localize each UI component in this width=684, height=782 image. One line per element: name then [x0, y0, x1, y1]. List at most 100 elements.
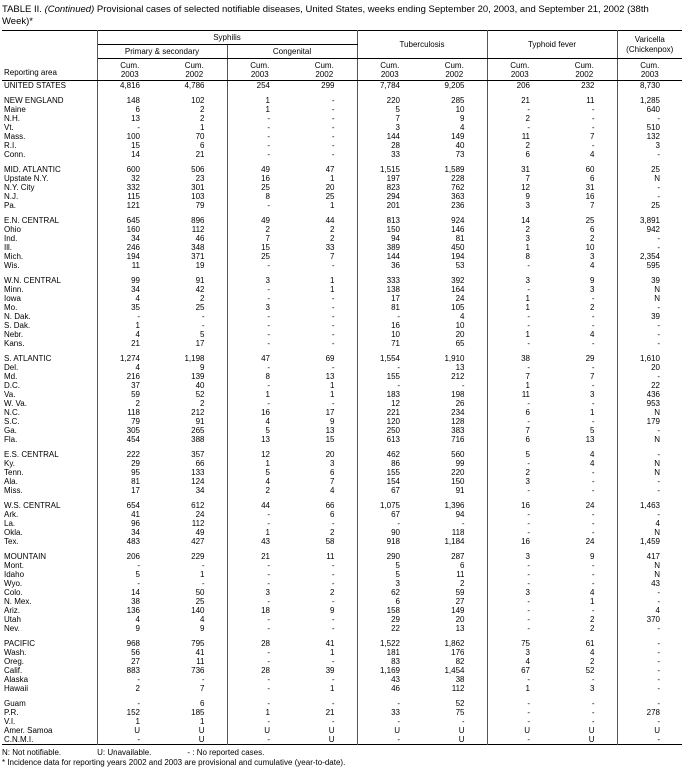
- value-cell: 4: [422, 123, 488, 132]
- value-cell: 3: [525, 552, 530, 561]
- value-cell: 6: [135, 105, 140, 114]
- syphilis-group-header: Syphilis: [97, 30, 358, 45]
- value-cell: 600: [126, 165, 140, 174]
- value-cell: 3: [265, 276, 270, 285]
- value-cell: 229: [162, 552, 228, 561]
- value-cell: 118: [422, 528, 488, 537]
- value-cell: 60: [552, 165, 618, 174]
- value-cell: 294: [386, 192, 400, 201]
- spacer-cell: [292, 348, 358, 354]
- value-cell: -: [162, 579, 228, 588]
- value-cell: -: [292, 675, 358, 684]
- spacer-cell: [292, 90, 358, 96]
- table-row: Nebr. 4 5 - - 10 20 1 4 -: [2, 330, 682, 339]
- value-cell: -: [267, 597, 270, 606]
- value-cell: 1: [525, 684, 530, 693]
- value-cell: 613: [386, 435, 400, 444]
- value-cell: -: [292, 321, 358, 330]
- value-cell: 105: [422, 303, 488, 312]
- spacer-cell: [422, 444, 488, 450]
- table-row: Colo. 14 50 3 2 62 59 3 4 -: [2, 588, 682, 597]
- value-cell: 67: [391, 486, 400, 495]
- value-cell: 2: [162, 105, 228, 114]
- table-row: Guam - 6 - - - 52 - - -: [2, 699, 682, 708]
- value-cell: 8: [265, 372, 270, 381]
- value-cell: -: [292, 717, 358, 726]
- value-cell: 81: [131, 477, 140, 486]
- value-cell: 1: [265, 96, 270, 105]
- value-cell: -: [267, 579, 270, 588]
- value-cell: 11: [292, 552, 358, 561]
- value-cell: -: [397, 735, 400, 744]
- value-cell: -: [137, 561, 140, 570]
- value-cell: 164: [422, 285, 488, 294]
- table-row: MOUNTAIN 206 229 21 11 290 287 3 9 417: [2, 552, 682, 561]
- value-cell: -: [292, 261, 358, 270]
- reporting-area-cell: Ind.: [2, 234, 98, 243]
- reporting-area-cell: Ariz.: [2, 606, 98, 615]
- value-cell: 94: [422, 510, 488, 519]
- cum-year-header: Cum. 2002: [552, 58, 618, 81]
- value-cell: 100: [126, 132, 140, 141]
- value-cell: 152: [126, 708, 140, 717]
- value-cell: -: [527, 261, 530, 270]
- cum-year-header: Cum. 2003: [227, 58, 292, 81]
- value-cell: 4: [552, 588, 618, 597]
- value-cell: -: [292, 399, 358, 408]
- value-cell: -: [527, 417, 530, 426]
- value-cell: 4,816: [119, 81, 140, 90]
- value-cell: 1,910: [422, 354, 488, 363]
- table-row: V.I. 1 1 - - - - - - -: [2, 717, 682, 726]
- value-cell: -: [657, 657, 660, 666]
- value-cell: U: [292, 735, 358, 745]
- value-cell: -: [292, 339, 358, 348]
- value-cell: 1: [292, 648, 358, 657]
- value-cell: 9: [162, 363, 228, 372]
- spacer-cell: [162, 444, 228, 450]
- value-cell: 1: [292, 381, 358, 390]
- value-cell: 138: [386, 285, 400, 294]
- table-row: Del. 4 9 - - - 13 - - 20: [2, 363, 682, 372]
- table-row: Ind. 34 46 7 2 94 81 3 2 -: [2, 234, 682, 243]
- value-cell: -: [527, 363, 530, 372]
- spacer-cell: [2, 444, 98, 450]
- value-cell: 6: [552, 174, 618, 183]
- value-cell: 2: [552, 303, 618, 312]
- reporting-area-cell: Idaho: [2, 570, 98, 579]
- spacer-cell: [2, 348, 98, 354]
- value-cell: 27: [131, 657, 140, 666]
- value-cell: 47: [261, 354, 270, 363]
- reporting-area-cell: Minn.: [2, 285, 98, 294]
- value-cell: 1,554: [379, 354, 400, 363]
- value-cell: 14: [131, 150, 140, 159]
- value-cell: U: [134, 726, 140, 735]
- value-cell: 194: [126, 252, 140, 261]
- table-footnotes: N: Not notifiable. U: Unavailable. - : No …: [2, 748, 682, 768]
- value-cell: 71: [391, 339, 400, 348]
- value-cell: 5: [395, 561, 400, 570]
- table-row: Ill. 246 348 15 33 389 450 1 10 -: [2, 243, 682, 252]
- value-cell: -: [552, 417, 618, 426]
- value-cell: 299: [292, 80, 358, 90]
- value-cell: 149: [422, 132, 488, 141]
- value-cell: 86: [391, 459, 400, 468]
- table-row: P.R. 152 185 1 21 33 75 - - 278: [2, 708, 682, 717]
- value-cell: 2: [292, 528, 358, 537]
- value-cell: 12: [391, 399, 400, 408]
- value-cell: 953: [646, 399, 660, 408]
- reporting-area-cell: Calif.: [2, 666, 98, 675]
- reporting-area-cell: Va.: [2, 390, 98, 399]
- reporting-area-cell: Ga.: [2, 426, 98, 435]
- value-cell: 483: [126, 537, 140, 546]
- value-cell: 155: [386, 372, 400, 381]
- value-cell: 69: [292, 354, 358, 363]
- value-cell: 38: [521, 354, 530, 363]
- spacer-cell: [162, 693, 228, 699]
- value-cell: 392: [422, 276, 488, 285]
- reporting-area-cell: Hawaii: [2, 684, 98, 693]
- value-cell: -: [657, 639, 660, 648]
- table-row: Md. 216 139 8 13 155 212 7 7 -: [2, 372, 682, 381]
- value-cell: 4: [292, 486, 358, 495]
- value-cell: -: [527, 561, 530, 570]
